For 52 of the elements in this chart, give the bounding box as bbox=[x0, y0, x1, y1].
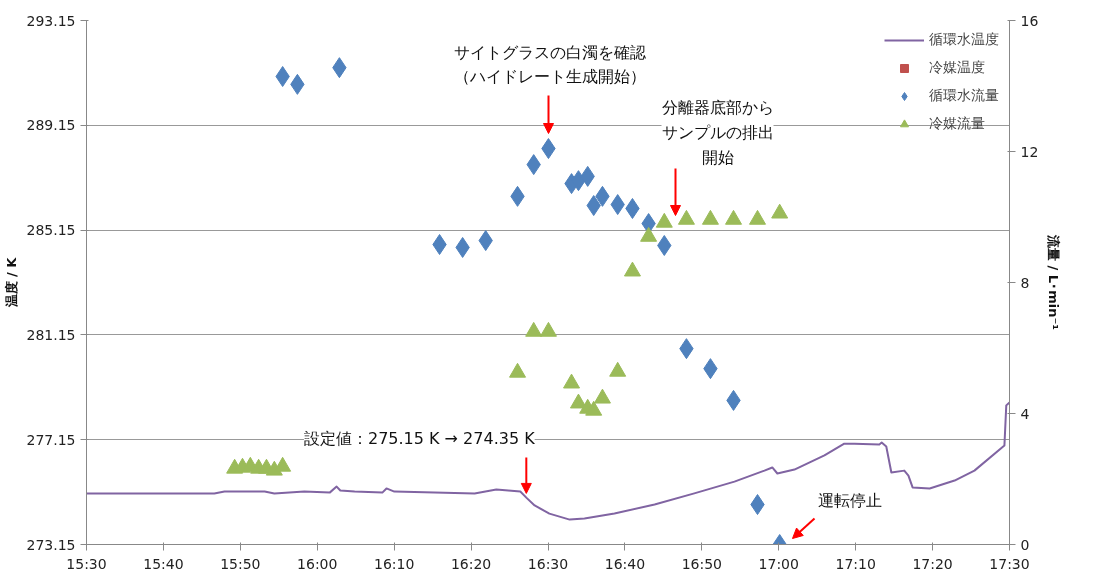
y2-tick-label: 8 bbox=[1020, 274, 1030, 291]
point bbox=[569, 393, 587, 409]
point bbox=[525, 321, 543, 337]
y-tick-label: 285.15 bbox=[26, 222, 76, 239]
point bbox=[640, 226, 658, 242]
x-tick-label: 16:10 bbox=[374, 555, 415, 572]
x-tick-label: 16:30 bbox=[527, 555, 569, 572]
point bbox=[563, 373, 581, 389]
annotation: サイトグラスの白濁を確認（ハイドレート生成開始） bbox=[453, 42, 646, 87]
y2-axis-title: 流量 / L･min⁻¹ bbox=[1046, 234, 1062, 330]
point bbox=[585, 400, 603, 416]
annotation: 運転停止 bbox=[817, 491, 882, 510]
x-tick-label: 16:40 bbox=[604, 555, 646, 572]
point bbox=[701, 209, 719, 225]
x-tick-label: 17:20 bbox=[912, 555, 953, 572]
point bbox=[725, 209, 743, 225]
point bbox=[623, 261, 641, 277]
x-tick-label: 17:00 bbox=[758, 555, 799, 572]
annotation: 分離器底部からサンプルの排出開始 bbox=[661, 98, 774, 167]
y-tick-label: 289.15 bbox=[26, 117, 76, 134]
y2-tick-label: 16 bbox=[1020, 12, 1039, 29]
x-tick-label: 15:40 bbox=[143, 555, 184, 572]
x-tick-label: 17:30 bbox=[989, 555, 1030, 572]
point bbox=[593, 388, 611, 404]
x-tick-label: 15:30 bbox=[66, 555, 107, 572]
y-tick-label: 273.15 bbox=[26, 536, 76, 553]
point bbox=[655, 212, 673, 228]
point bbox=[509, 362, 527, 378]
legend-label: 冷媒温度 bbox=[929, 59, 985, 77]
point bbox=[771, 203, 789, 219]
point bbox=[749, 209, 767, 225]
y-axis-title: 温度 / K bbox=[3, 256, 19, 309]
point bbox=[677, 209, 695, 225]
point bbox=[539, 321, 557, 337]
x-tick-label: 16:20 bbox=[450, 555, 492, 572]
annotation: 設定値：275.15 K → 274.35 K bbox=[303, 428, 536, 448]
point bbox=[609, 361, 627, 377]
legend-label: 循環水温度 bbox=[929, 31, 999, 49]
legend-label: 循環水流量 bbox=[929, 87, 999, 105]
point bbox=[275, 66, 290, 87]
y2-tick-label: 0 bbox=[1020, 536, 1030, 553]
x-tick-label: 16:00 bbox=[297, 555, 338, 572]
y2-tick-label: 4 bbox=[1020, 405, 1030, 422]
y2-tick-label: 12 bbox=[1020, 143, 1039, 160]
y-tick-label: 293.15 bbox=[26, 12, 76, 29]
y-tick-label: 281.15 bbox=[26, 326, 76, 343]
legend-label: 冷媒流量 bbox=[929, 115, 985, 133]
x-tick-label: 16:50 bbox=[681, 555, 723, 572]
x-tick-label: 17:10 bbox=[835, 555, 876, 572]
line-series bbox=[86, 401, 1010, 521]
x-tick-label: 15:50 bbox=[220, 555, 261, 572]
y-tick-label: 277.15 bbox=[26, 431, 76, 448]
